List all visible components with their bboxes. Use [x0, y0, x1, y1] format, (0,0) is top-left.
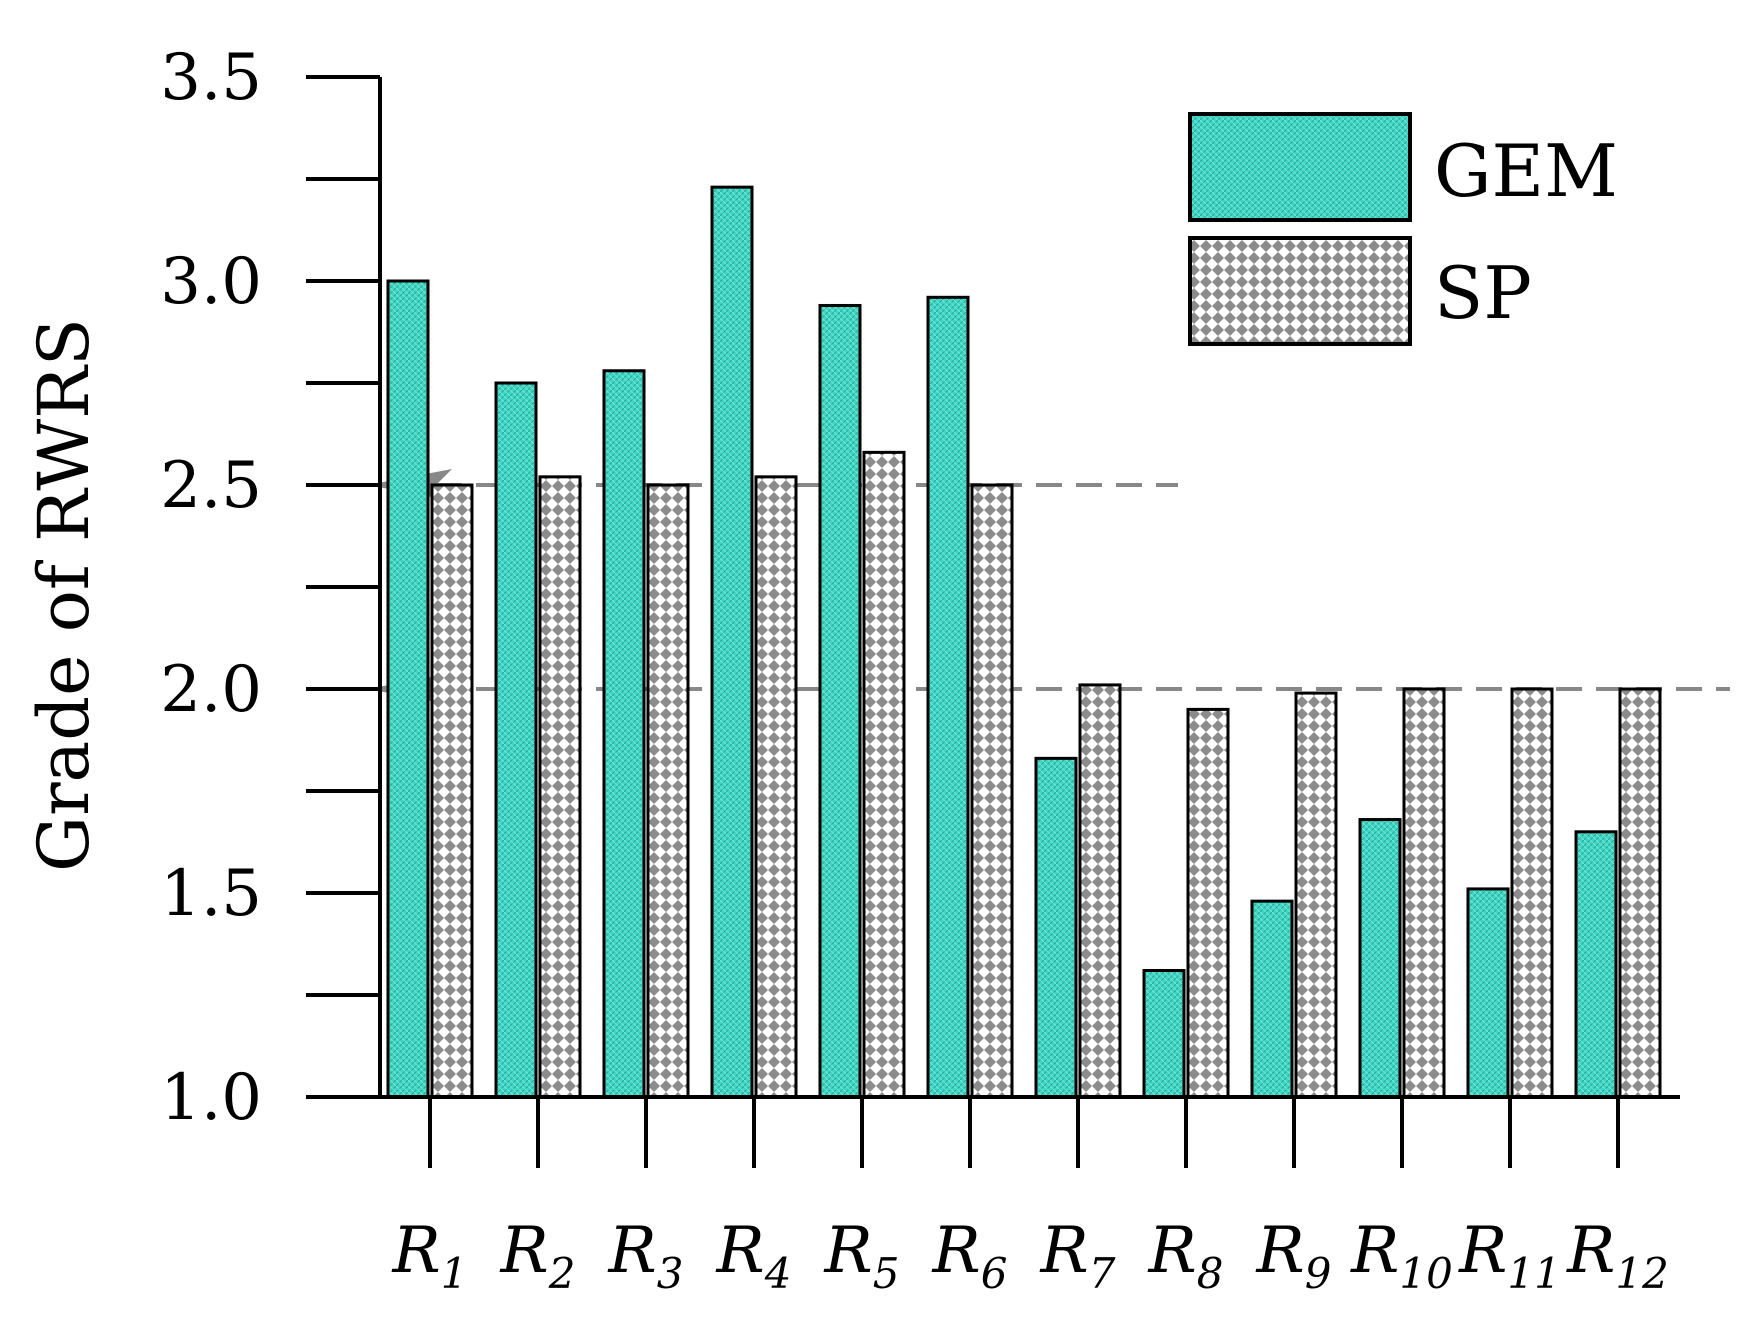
bar-sp-9: [1294, 691, 1338, 1099]
y-tick-label: 2.5: [160, 449, 262, 523]
bar-gem-9: [1250, 899, 1294, 1099]
x-tick-label: R11: [1458, 1214, 1561, 1298]
x-tick-label: R6: [932, 1214, 1008, 1298]
x-tick-label: R12: [1566, 1214, 1669, 1298]
y-axis-title: Grade of RWRS: [23, 318, 105, 872]
y-tick-label: 2.0: [160, 653, 262, 727]
bar-gem-5: [818, 303, 862, 1099]
legend-swatch-sp: [1188, 236, 1412, 346]
bar-sp-1: [430, 483, 474, 1099]
bar-gem-10: [1358, 818, 1402, 1099]
bar-sp-5: [862, 450, 906, 1099]
x-tick-label: R8: [1148, 1214, 1224, 1298]
x-tick-label: R3: [608, 1214, 684, 1298]
x-tick-label: R9: [1256, 1214, 1332, 1298]
x-tick-label: R7: [1040, 1214, 1116, 1298]
bar-sp-11: [1510, 687, 1554, 1099]
legend: GEM SP: [1188, 112, 1618, 346]
bar-gem-6: [926, 295, 970, 1099]
bar-gem-8: [1142, 969, 1186, 1099]
x-tick-label: R5: [824, 1214, 900, 1298]
x-tick-label: R4: [716, 1214, 792, 1298]
bar-sp-10: [1402, 687, 1446, 1099]
x-tick-label: R10: [1350, 1214, 1453, 1298]
bar-gem-3: [602, 369, 646, 1099]
bar-sp-3: [646, 483, 690, 1099]
bar-sp-4: [754, 475, 798, 1099]
y-ticks: 1.0 1.5 2.0 2.5 3.0 3.5: [160, 41, 380, 1135]
bars: [386, 185, 1662, 1099]
x-tick-label: R2: [500, 1214, 576, 1298]
legend-swatch-gem: [1188, 112, 1412, 222]
y-tick-label: 1.0: [160, 1061, 262, 1135]
bar-gem-11: [1466, 887, 1510, 1099]
bar-sp-12: [1618, 687, 1662, 1099]
bar-gem-4: [710, 185, 754, 1099]
y-tick-label: 3.5: [160, 41, 262, 115]
bar-gem-7: [1034, 756, 1078, 1099]
bar-gem-1: [386, 279, 430, 1099]
y-tick-label: 3.0: [160, 245, 262, 319]
bar-sp-6: [970, 483, 1014, 1099]
y-tick-label: 1.5: [160, 857, 262, 931]
legend-label-gem: GEM: [1434, 129, 1618, 213]
bar-gem-12: [1574, 830, 1618, 1099]
x-tick-label: R1: [392, 1214, 468, 1298]
bar-sp-7: [1078, 683, 1122, 1099]
x-ticks: R1 R2 R3 R4 R5 R6 R7 R8 R9 R10 R11 R12: [392, 1097, 1669, 1298]
bar-sp-2: [538, 475, 582, 1099]
bar-gem-2: [494, 381, 538, 1099]
legend-label-sp: SP: [1434, 251, 1532, 335]
bar-sp-8: [1186, 707, 1230, 1099]
